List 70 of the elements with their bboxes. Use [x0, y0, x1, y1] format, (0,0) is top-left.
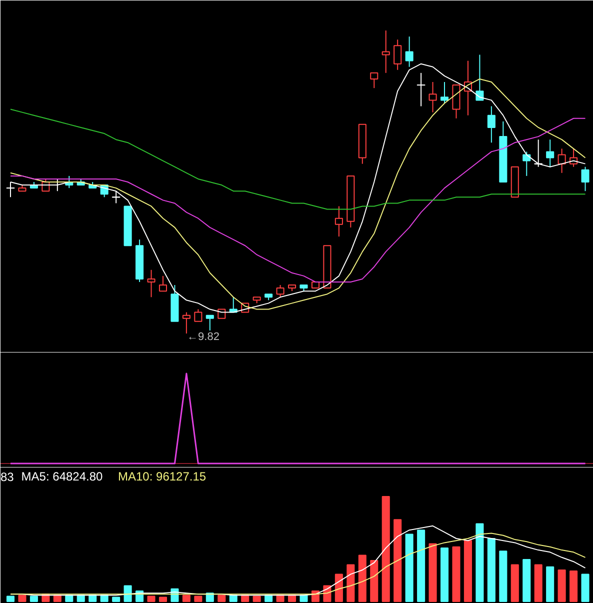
bar — [218, 594, 226, 602]
candlestick — [534, 139, 543, 168]
candlestick — [416, 72, 426, 107]
bar — [53, 594, 62, 602]
bar — [241, 594, 250, 602]
bar — [18, 594, 26, 602]
bar — [522, 559, 531, 602]
bar — [288, 594, 296, 602]
candlestick — [147, 269, 156, 298]
bar — [570, 570, 578, 602]
bar — [394, 519, 402, 602]
candlestick — [111, 190, 121, 204]
candlestick — [394, 39, 402, 70]
bar — [30, 596, 38, 602]
bar — [464, 540, 472, 602]
bar — [581, 574, 590, 602]
bar — [229, 594, 238, 602]
bar — [558, 570, 566, 602]
candlestick — [522, 151, 531, 176]
bar — [346, 564, 355, 602]
bar — [358, 554, 366, 602]
bar — [112, 596, 120, 602]
candlestick — [487, 106, 496, 144]
bar — [76, 594, 85, 602]
candlestick — [405, 36, 414, 68]
bar — [194, 596, 202, 602]
candlestick — [182, 312, 190, 334]
candlestick — [428, 82, 437, 113]
annotation: ←9.82 — [187, 331, 220, 344]
bar — [6, 596, 15, 602]
candlestick — [334, 206, 343, 238]
bar — [158, 596, 168, 602]
bar — [405, 534, 414, 602]
candlestick — [276, 284, 284, 298]
bar — [382, 496, 390, 602]
candlestick — [581, 166, 590, 192]
candlestick — [158, 275, 168, 292]
candlestick — [370, 72, 378, 89]
bar — [417, 530, 426, 602]
bar — [546, 566, 554, 602]
bar — [88, 594, 97, 602]
bar — [300, 594, 308, 602]
bar — [487, 538, 496, 602]
candlestick — [558, 148, 566, 174]
bar — [534, 564, 542, 602]
bar — [124, 585, 132, 602]
bar — [100, 594, 108, 602]
bar — [65, 594, 74, 602]
candlestick — [546, 139, 554, 168]
candlestick — [194, 308, 202, 322]
bar — [264, 594, 273, 602]
bar — [182, 594, 190, 602]
bar — [476, 523, 484, 602]
candlestick — [218, 308, 226, 319]
text: MA10: 96127.15 — [118, 470, 206, 484]
candlestick — [206, 314, 214, 331]
text: 83 — [0, 470, 14, 484]
bar — [510, 564, 519, 602]
bar — [452, 546, 460, 602]
candlestick — [382, 30, 390, 74]
bar — [334, 574, 343, 602]
candlestick — [440, 82, 449, 104]
bar — [499, 550, 508, 602]
bar — [370, 560, 378, 602]
bar — [276, 594, 284, 602]
bar — [147, 596, 156, 602]
bar — [440, 547, 449, 602]
bar — [428, 543, 437, 602]
text: MA5: 64824.80 — [21, 470, 104, 484]
bar — [252, 596, 261, 602]
